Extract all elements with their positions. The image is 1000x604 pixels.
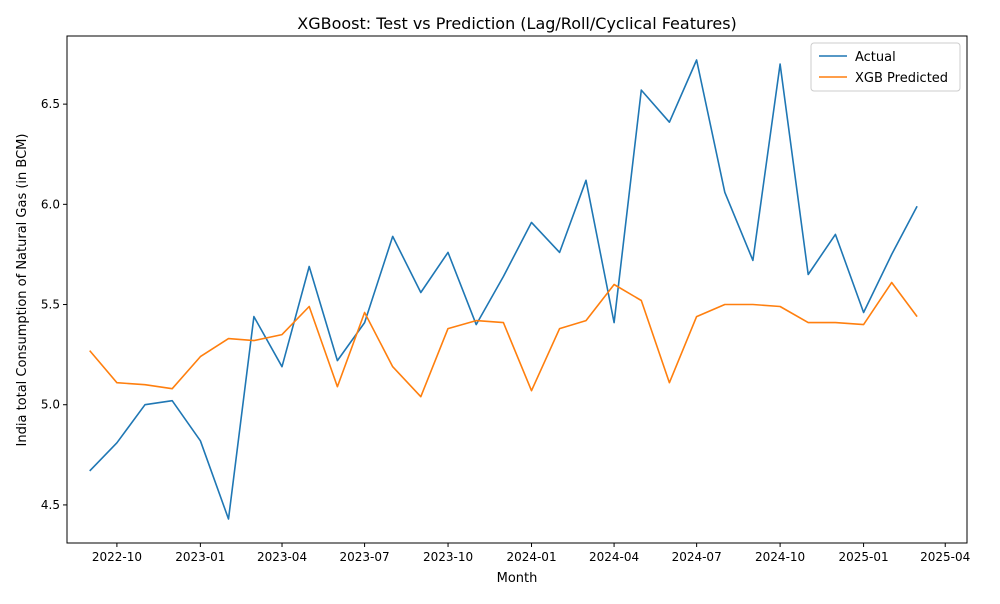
x-tick-label: 2023-10 (423, 550, 473, 564)
series-line-xgb-predicted (89, 281, 918, 398)
x-tick-label: 2024-01 (506, 550, 556, 564)
y-tick-label: 6.0 (41, 197, 60, 211)
x-tick-label: 2022-10 (92, 550, 142, 564)
y-tick-label: 6.5 (41, 97, 60, 111)
legend-label-xgb-predicted: XGB Predicted (855, 71, 948, 86)
y-tick-label: 4.5 (41, 498, 60, 512)
series-layer (89, 59, 918, 520)
x-tick-label: 2023-04 (257, 550, 307, 564)
x-tick-label: 2024-07 (672, 550, 722, 564)
x-tick-label: 2023-07 (340, 550, 390, 564)
x-tick-label: 2025-01 (839, 550, 889, 564)
y-tick-label: 5.5 (41, 298, 60, 312)
y-tick-label: 5.0 (41, 398, 60, 412)
legend: Actual XGB Predicted (810, 42, 961, 92)
x-axis-label: Month (497, 571, 538, 586)
plot-frame (66, 35, 968, 544)
x-tick-label: 2024-10 (755, 550, 805, 564)
x-tick-label: 2024-04 (589, 550, 639, 564)
legend-label-actual: Actual (855, 50, 896, 65)
x-axis: 2022-10 2023-01 2023-04 2023-07 2023-10 2024-… (92, 543, 970, 564)
chart-title: XGBoost: Test vs Prediction (Lag/Roll/Cy… (297, 14, 737, 33)
legend-box (810, 42, 961, 92)
y-axis-label: India total Consumption of Natural Gas (… (15, 134, 30, 447)
x-tick-label: 2023-01 (175, 550, 225, 564)
series-line-actual (89, 59, 918, 520)
x-tick-label: 2025-04 (920, 550, 970, 564)
y-axis: 4.5 5.0 5.5 6.0 6.5 (41, 97, 67, 512)
